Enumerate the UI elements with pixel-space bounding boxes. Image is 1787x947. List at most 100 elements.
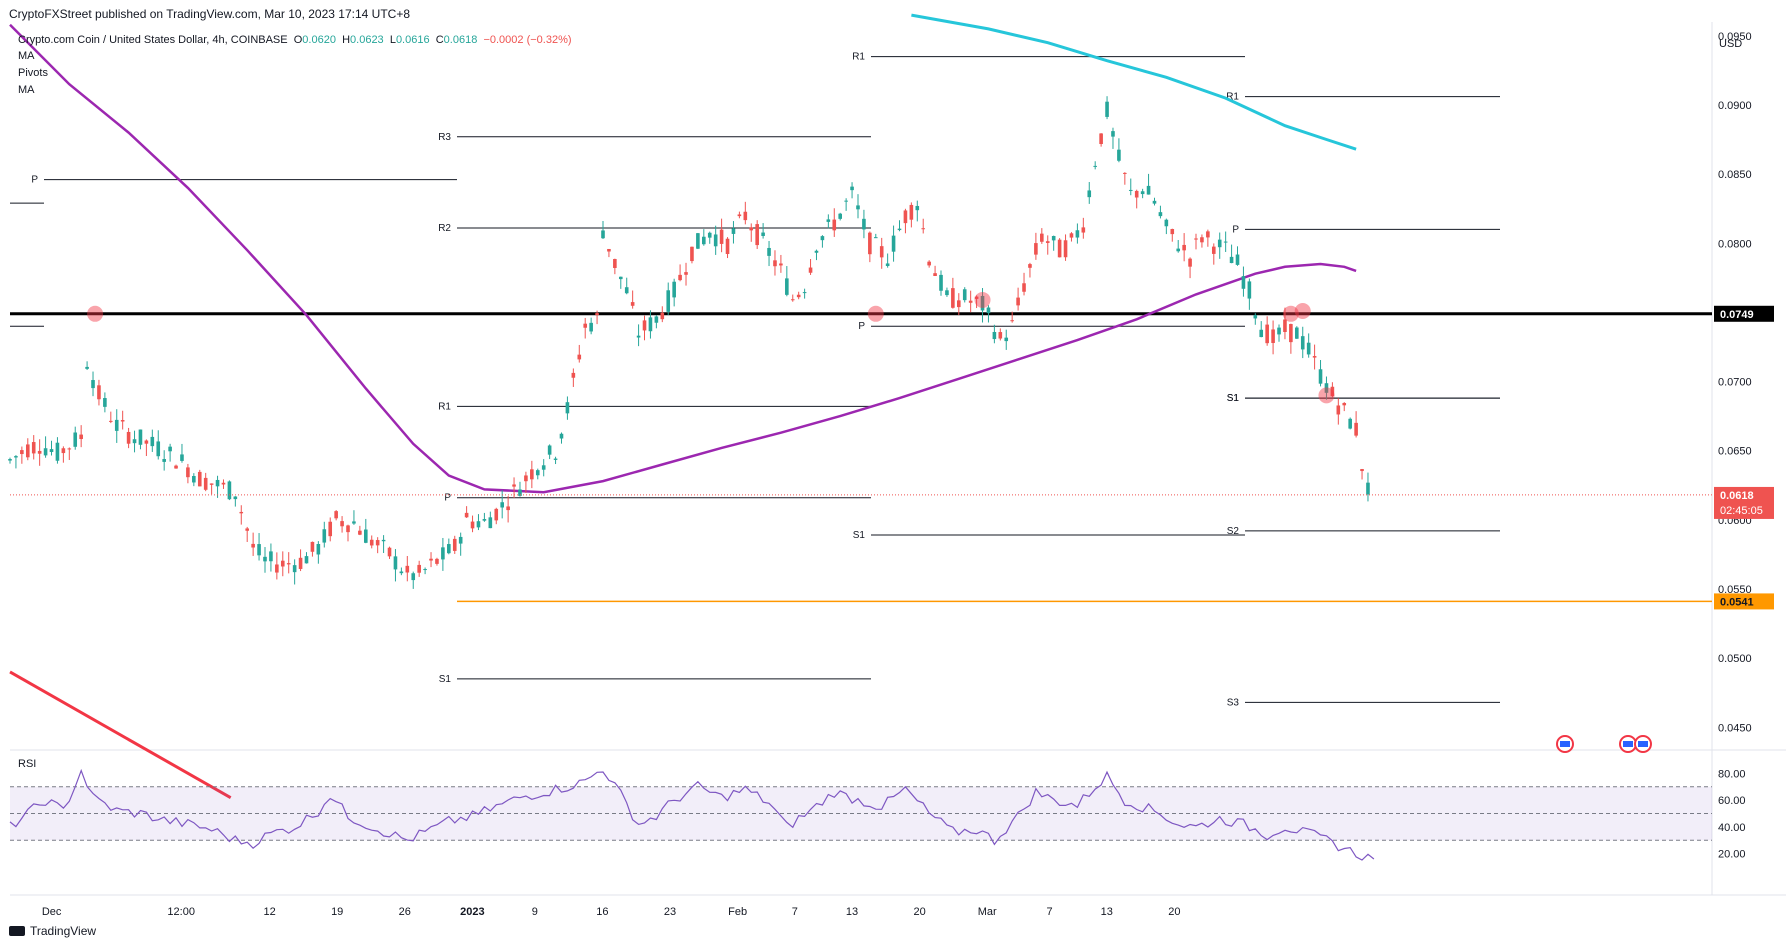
candle [411,573,416,581]
candle [79,434,83,440]
candle [790,299,795,301]
candle [132,439,137,444]
last-price-label-bg [1714,486,1774,519]
candle [334,511,338,519]
candle [1081,227,1086,233]
candle [1289,324,1293,343]
candle [506,506,510,511]
candle [1016,297,1020,306]
candle [1366,482,1370,495]
candle [310,541,315,552]
candle [488,517,493,529]
candle [737,214,742,217]
candle [1117,149,1121,161]
rsi-label[interactable]: RSI [18,758,37,770]
candle [1140,191,1145,195]
candle [1123,172,1127,174]
x-tick-label: 12 [263,906,275,918]
y-tick-label: 0.0650 [1718,446,1752,458]
candle [67,448,72,450]
y-tick-label: 0.0950 [1718,31,1752,43]
tradingview-logo-icon [9,926,25,936]
candle [1152,200,1157,204]
x-tick-label: 16 [596,906,608,918]
footer: TradingView [9,924,96,938]
last-price-label: 0.0618 [1720,490,1754,502]
candle [257,544,261,556]
candle [399,571,404,574]
candle [755,224,759,246]
low-value: 0.0616 [395,34,430,46]
candle [743,211,748,221]
candle [1105,101,1109,117]
touch-marker [87,305,104,322]
candle [1170,229,1175,235]
candle [1200,237,1204,243]
candle [470,521,475,529]
candle [1211,246,1216,254]
candle [364,529,368,543]
candle [316,543,321,555]
candle [482,519,487,521]
indicator-ma-2[interactable]: MA [18,84,35,96]
candle [1253,315,1258,319]
candle [1093,165,1097,167]
candle [447,544,451,554]
candle [624,287,629,294]
rsi-tick-label: 20.00 [1718,849,1746,861]
candle [49,449,54,453]
candle [707,232,712,238]
candle [162,459,166,462]
candle [518,489,522,496]
x-tick-label: 19 [331,906,343,918]
us-flag-icon [1623,741,1633,747]
candle [73,432,78,447]
candle [14,456,18,458]
candle [280,560,285,567]
candle [1182,244,1186,251]
candle [114,419,119,431]
candle [1217,239,1222,248]
candle [1229,256,1234,264]
candle [636,335,641,338]
pivot-label: S1 [1227,393,1240,404]
support-price-label-bg [1714,593,1774,610]
candle [1128,189,1133,191]
currency-label: USD [1719,38,1743,50]
x-tick-label: 20 [1168,906,1180,918]
price-pane [10,22,1712,748]
candle [1277,327,1281,335]
indicator-ma-1[interactable]: MA [18,50,35,62]
candle [1300,336,1305,350]
candle [1045,241,1050,243]
candle [613,259,617,268]
candle [998,332,1003,339]
candle [832,219,837,231]
last-price-label-countdown: 02:45:05 [1720,505,1763,517]
close-label: C [435,34,444,46]
y-tick-label: 0.0700 [1718,377,1752,389]
candle [512,484,516,487]
candle [55,442,60,461]
candle [1051,236,1056,241]
candle [1188,258,1192,267]
rsi-tick-label: 80.00 [1718,768,1746,780]
pivot-label: S1 [853,530,866,541]
candle [826,219,831,222]
candle [1241,276,1246,289]
candle [1265,324,1269,344]
candle [1111,131,1115,137]
candle [387,547,392,557]
pivot-label: P [858,321,865,332]
indicator-pivots[interactable]: Pivots [18,67,48,79]
candle [962,289,967,301]
candle [672,281,676,298]
pivot-label: P [31,175,38,186]
touch-marker [974,291,991,308]
candle [1146,185,1151,195]
candle [435,558,439,564]
pivot-label: P [444,493,451,504]
x-tick-label: 13 [1101,906,1113,918]
candle [25,444,30,458]
